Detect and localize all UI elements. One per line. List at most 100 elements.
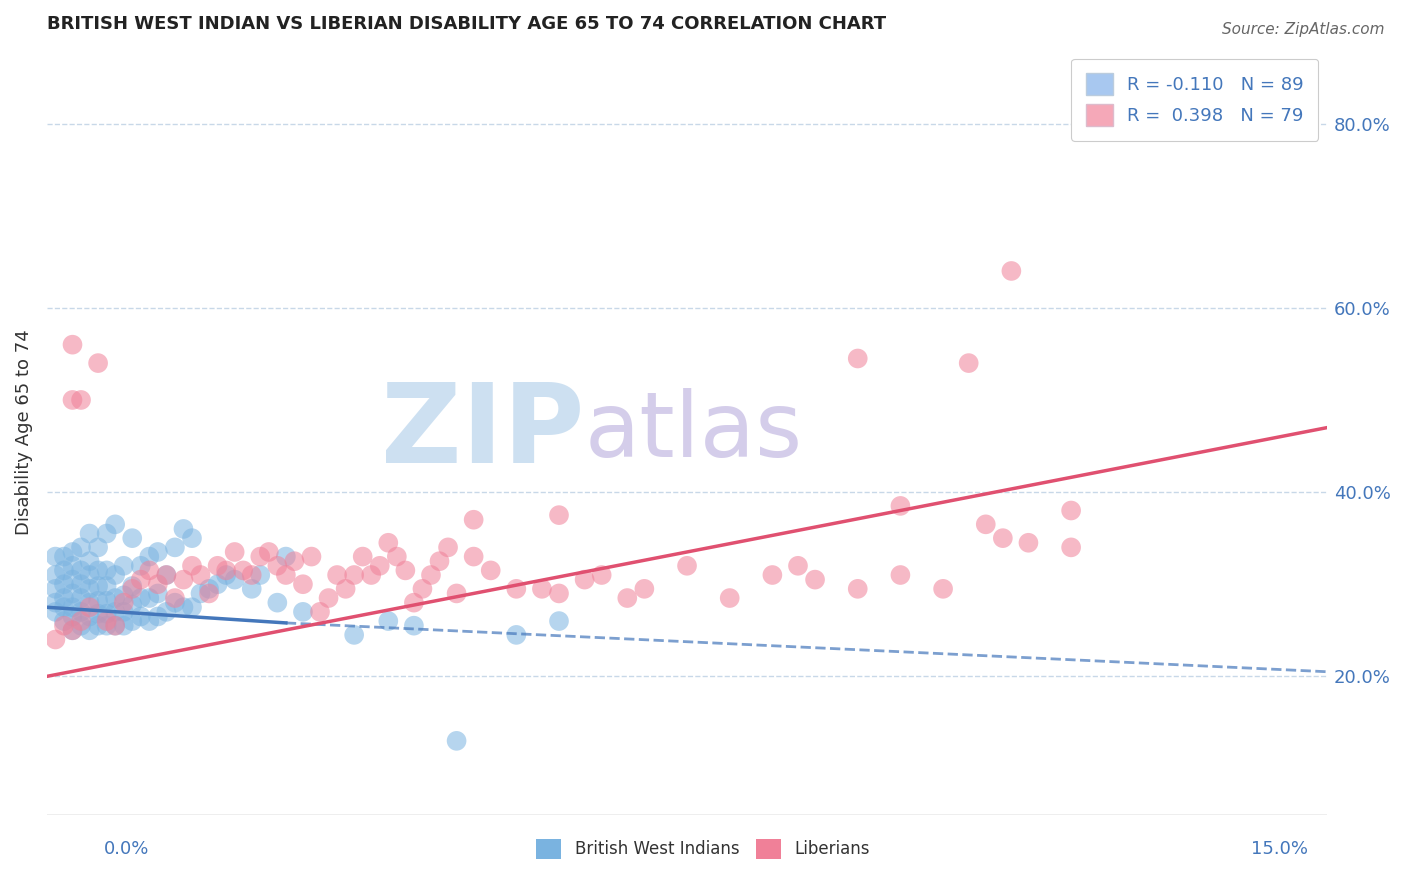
Text: 15.0%: 15.0% [1251,840,1308,858]
Point [62,337,84,351]
Point [1000,264,1022,278]
Point [79,600,101,615]
Point [121,582,143,596]
Text: ZIP: ZIP [381,379,585,486]
Point [52,614,75,628]
Point [70,618,93,632]
Point [96,579,118,593]
Point [79,554,101,568]
Point [249,549,271,564]
Point [1060,503,1083,517]
Point [343,628,366,642]
Point [224,545,246,559]
Point [232,563,254,577]
Point [79,596,101,610]
Point [138,563,160,577]
Point [146,577,169,591]
Point [87,607,110,621]
Point [394,563,416,577]
Point [52,600,75,615]
Point [146,545,169,559]
Point [79,582,101,596]
Point [326,568,349,582]
Point [224,573,246,587]
Point [96,526,118,541]
Point [70,392,93,407]
Point [138,591,160,605]
Point [385,549,408,564]
Point [215,563,238,577]
Point [548,586,571,600]
Point [368,558,391,573]
Point [402,618,425,632]
Point [104,517,127,532]
Point [112,588,135,602]
Point [402,596,425,610]
Point [52,618,75,632]
Point [129,558,152,573]
Point [104,568,127,582]
Point [52,563,75,577]
Point [429,554,451,568]
Point [411,582,433,596]
Point [676,558,699,573]
Point [112,558,135,573]
Point [70,541,93,555]
Point [548,614,571,628]
Point [974,517,997,532]
Point [991,531,1014,545]
Point [87,356,110,370]
Point [70,614,93,628]
Point [207,577,229,591]
Point [190,568,212,582]
Point [87,618,110,632]
Point [121,614,143,628]
Point [79,526,101,541]
Point [70,605,93,619]
Point [104,591,127,605]
Text: BRITISH WEST INDIAN VS LIBERIAN DISABILITY AGE 65 TO 74 CORRELATION CHART: BRITISH WEST INDIAN VS LIBERIAN DISABILI… [46,15,886,33]
Point [129,573,152,587]
Point [932,582,955,596]
Point [163,591,186,605]
Point [146,609,169,624]
Point [112,618,135,632]
Point [291,577,314,591]
Point [479,563,502,577]
Point [52,577,75,591]
Point [761,568,783,582]
Point [274,568,297,582]
Point [87,541,110,555]
Point [129,591,152,605]
Text: 0.0%: 0.0% [104,840,149,858]
Point [104,605,127,619]
Point [249,568,271,582]
Point [87,594,110,608]
Point [62,392,84,407]
Point [591,568,613,582]
Point [121,531,143,545]
Point [163,541,186,555]
Point [343,568,366,582]
Point [309,605,332,619]
Point [87,563,110,577]
Point [1017,535,1039,549]
Point [240,568,263,582]
Point [463,513,485,527]
Point [96,618,118,632]
Point [62,600,84,615]
Point [505,582,527,596]
Point [718,591,741,605]
Point [104,618,127,632]
Y-axis label: Disability Age 65 to 74: Disability Age 65 to 74 [15,329,32,535]
Point [240,582,263,596]
Point [44,582,66,596]
Point [207,558,229,573]
Point [266,596,288,610]
Point [62,624,84,638]
Point [548,508,571,522]
Point [96,563,118,577]
Point [121,598,143,612]
Point [62,586,84,600]
Point [87,579,110,593]
